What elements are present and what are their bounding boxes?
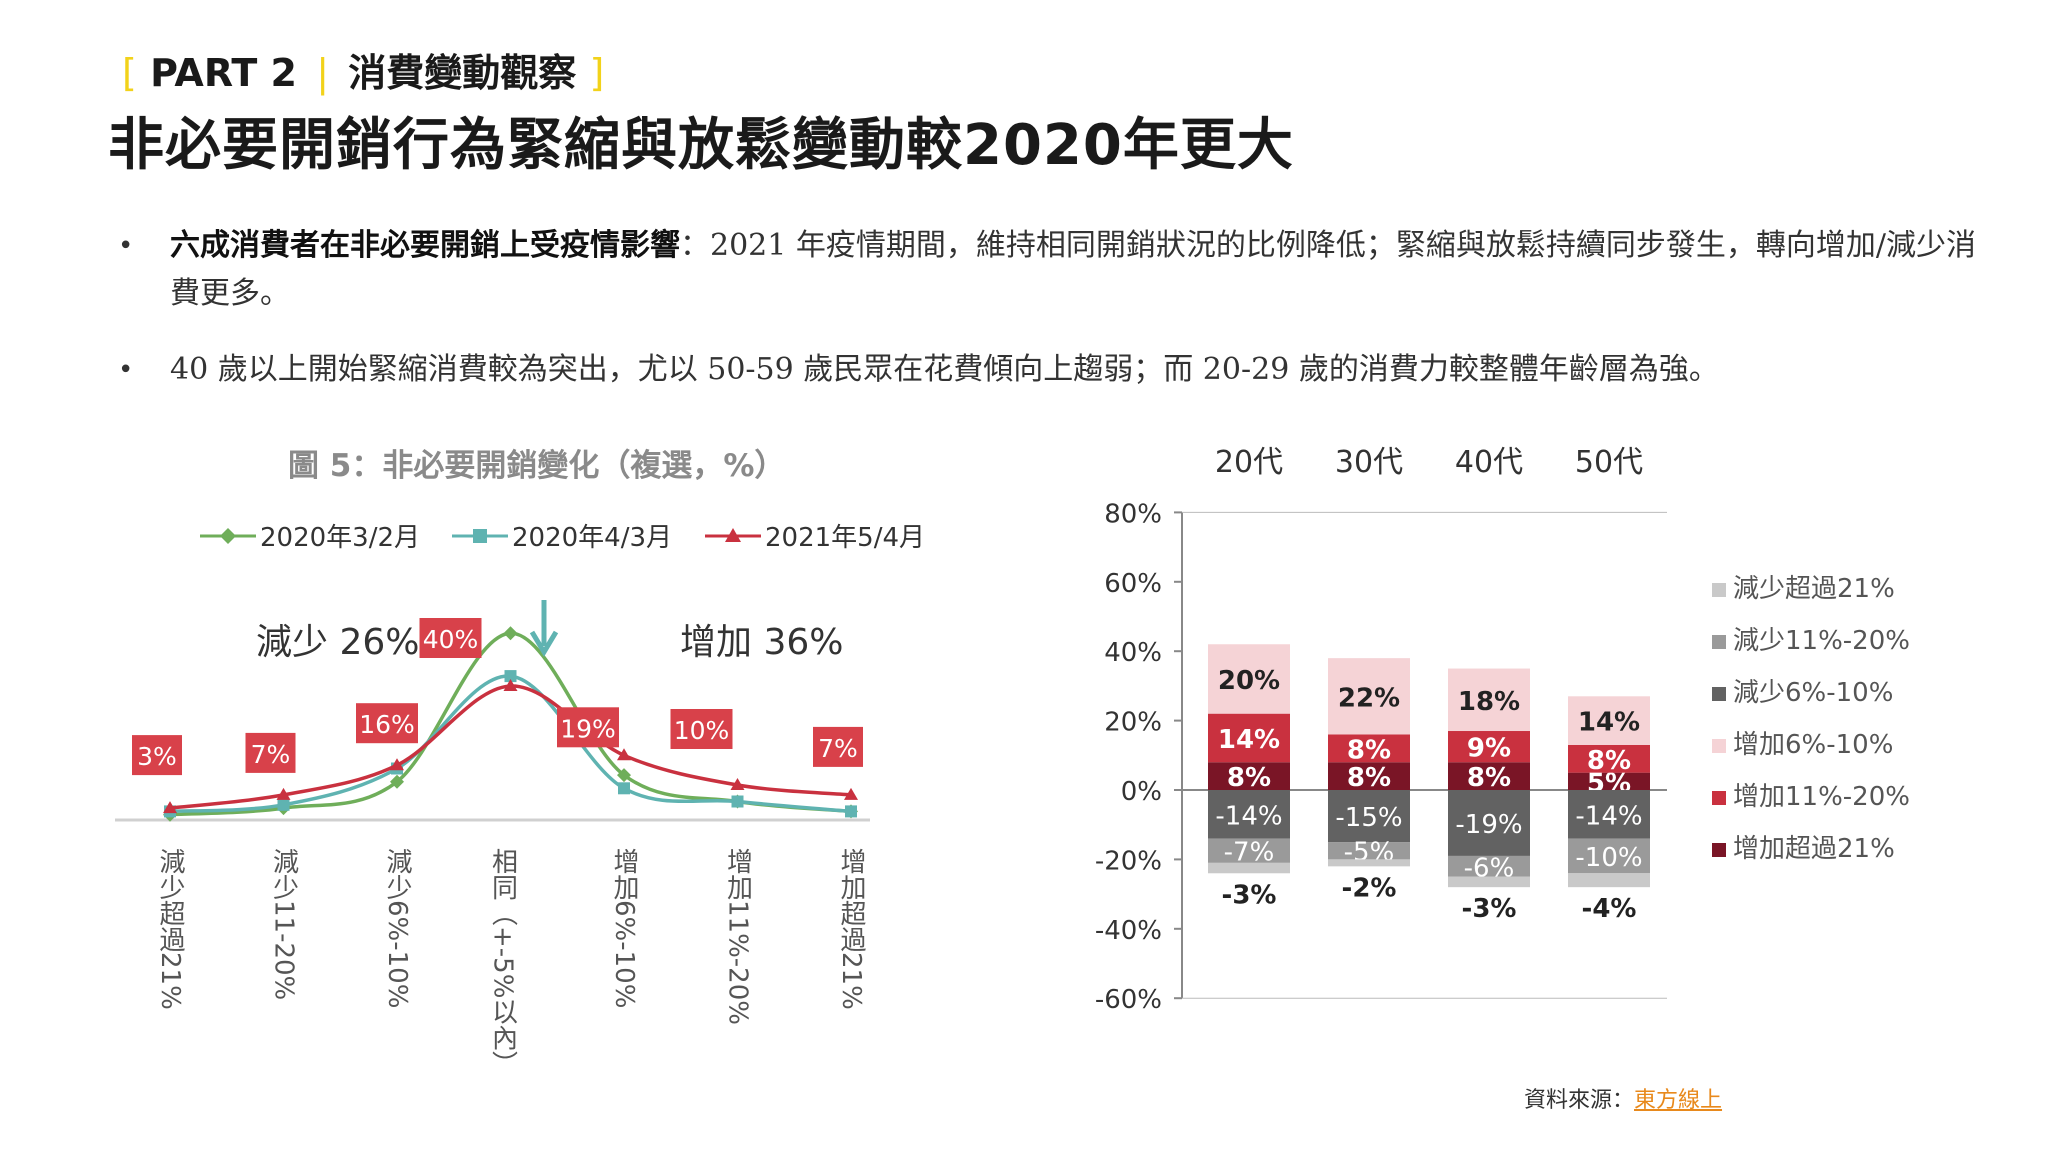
bar-data-label-2-6: 8%: [1347, 763, 1391, 793]
bar-legend-swatch-5: [1712, 791, 1726, 805]
x-category-label-5: 增加6%-10%: [609, 848, 639, 1009]
bar-segment-2-1: [1328, 859, 1410, 866]
bar-data-label-2-4: 22%: [1338, 683, 1400, 713]
line-data-label-6: 10%: [674, 716, 730, 745]
x-category-label-7: 增加超過21%: [836, 848, 866, 1010]
arrow-down-icon: [532, 600, 556, 652]
bar-segment-3-1: [1448, 877, 1530, 887]
bar-segment-4-1: [1568, 873, 1650, 887]
legend-marker-1: [220, 528, 236, 544]
y-tick-label-7: -40%: [1095, 916, 1162, 946]
y-tick-label-5: 0%: [1121, 777, 1162, 807]
y-tick-label-4: 20%: [1104, 708, 1162, 738]
bar-data-label-1-3: -14%: [1215, 801, 1282, 831]
legend-label-1: 2020年3/2月: [260, 523, 420, 553]
x-category-label-3: 減少6%-10%: [382, 848, 412, 1009]
bar-legend-label-1: 減少超過21%: [1733, 574, 1895, 604]
legend-label-2: 2020年4/3月: [512, 523, 672, 553]
bar-data-label-1-6: 8%: [1227, 763, 1271, 793]
bar-legend-swatch-3: [1712, 687, 1726, 701]
bar-data-label-1-4: 20%: [1218, 666, 1280, 696]
bar-data-label-3-5: 9%: [1467, 734, 1511, 764]
y-tick-label-1: 80%: [1104, 499, 1162, 529]
bar-data-label-3-3: -19%: [1455, 810, 1522, 840]
series-1-point-4: [504, 626, 518, 640]
bar-data-label-3-4: 18%: [1458, 687, 1520, 717]
bar-data-label-2-5: 8%: [1347, 735, 1391, 765]
annotation-increase: 增加 36%: [680, 622, 843, 663]
series-2-point-2: [278, 799, 290, 811]
bar-data-label-1-1: -3%: [1222, 880, 1277, 910]
bar-segment-1-1: [1208, 863, 1290, 873]
bar-legend-swatch-2: [1712, 635, 1726, 649]
x-category-label-2: 減少11-20%: [269, 848, 299, 1000]
bar-category-label-4: 50代: [1575, 445, 1643, 480]
line-data-label-2: 7%: [251, 740, 291, 769]
bar-data-label-4-1: -4%: [1582, 894, 1637, 924]
line-data-label-4: 40%: [423, 625, 479, 654]
legend-label-3: 2021年5/4月: [765, 523, 925, 553]
line-data-label-3: 16%: [359, 710, 415, 739]
source-note: 資料來源：東方線上: [1524, 1082, 1722, 1114]
bar-legend-swatch-1: [1712, 583, 1726, 597]
line-data-label-1: 3%: [137, 742, 177, 771]
y-tick-label-8: -60%: [1095, 985, 1162, 1015]
bar-legend-swatch-4: [1712, 739, 1726, 753]
bar-category-label-1: 20代: [1215, 445, 1283, 480]
bar-legend-label-6: 增加超過21%: [1733, 834, 1895, 864]
bar-legend-label-4: 增加6%-10%: [1733, 730, 1893, 760]
x-category-label-1: 減少超過21%: [155, 848, 185, 1010]
bar-data-label-4-5: 8%: [1587, 746, 1631, 776]
x-category-label-4: 相同（+-5%以內）: [488, 848, 518, 1077]
bar-legend-label-3: 減少6%-10%: [1733, 678, 1893, 708]
bar-legend-label-2: 減少11%-20%: [1733, 626, 1910, 656]
bar-data-label-2-3: -15%: [1335, 803, 1402, 833]
series-2-point-7: [845, 805, 857, 817]
y-tick-label-3: 40%: [1104, 638, 1162, 668]
annotation-decrease: 減少 26%: [256, 622, 419, 663]
charts-canvas: 圖 5：非必要開銷變化（複選，%） 2020年3/2月 2020年4/3月 2021年…: [0, 0, 2048, 1152]
bar-legend-swatch-6: [1712, 843, 1726, 857]
bar-legend-label-5: 增加11%-20%: [1733, 782, 1910, 812]
source-label: 資料來源：: [1524, 1088, 1634, 1113]
bar-data-label-3-6: 8%: [1467, 763, 1511, 793]
legend-marker-2: [473, 529, 487, 543]
source-link[interactable]: 東方線上: [1634, 1088, 1722, 1113]
bar-category-label-2: 30代: [1335, 445, 1403, 480]
bar-data-label-4-3: -14%: [1575, 801, 1642, 831]
x-category-label-6: 增加11%-20%: [723, 848, 753, 1025]
line-data-label-5: 19%: [560, 714, 616, 743]
line-data-label-7: 7%: [818, 734, 858, 763]
y-tick-label-6: -20%: [1095, 846, 1162, 876]
bar-data-label-4-4: 14%: [1578, 708, 1640, 738]
bar-category-label-3: 40代: [1455, 445, 1523, 480]
bar-data-label-2-1: -2%: [1342, 873, 1397, 903]
series-2-point-6: [732, 796, 744, 808]
bar-data-label-4-2: -10%: [1575, 843, 1642, 873]
bar-data-label-3-1: -3%: [1462, 894, 1517, 924]
bar-data-label-1-5: 14%: [1218, 725, 1280, 755]
series-2-point-5: [618, 782, 630, 794]
line-chart-title: 圖 5：非必要開銷變化（複選，%）: [288, 448, 785, 484]
y-tick-label-2: 60%: [1104, 569, 1162, 599]
